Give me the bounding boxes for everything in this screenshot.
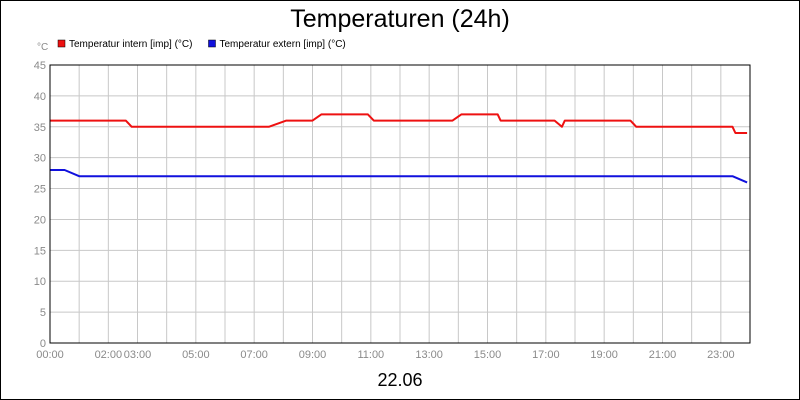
x-tick-label: 07:00 bbox=[240, 349, 268, 361]
y-tick-label: 45 bbox=[34, 60, 46, 72]
x-axis-ticks: 00:00 02:00 03:00 05:00 07:00 09:00 11:00 13:00… bbox=[36, 349, 734, 361]
x-tick-label: 11:00 bbox=[357, 349, 384, 361]
x-tick-label: 03:00 bbox=[124, 349, 152, 361]
date-label: 22.06 bbox=[377, 370, 422, 390]
y-tick-label: 10 bbox=[34, 276, 46, 288]
y-tick-label: 15 bbox=[34, 245, 46, 257]
x-tick-label: 00:00 bbox=[36, 349, 64, 361]
chart-title: Temperaturen (24h) bbox=[290, 5, 510, 33]
y-axis-unit: °C bbox=[37, 42, 48, 53]
x-tick-label: 09:00 bbox=[299, 349, 327, 361]
series-line bbox=[50, 169, 748, 184]
y-tick-label: 0 bbox=[40, 338, 46, 350]
y-axis-ticks: 0 5 10 15 20 25 30 35 40 45 bbox=[34, 60, 46, 350]
y-tick-label: 30 bbox=[34, 153, 46, 165]
legend-swatch bbox=[208, 39, 216, 48]
x-tick-label: 05:00 bbox=[182, 349, 210, 361]
x-tick-label: 21:00 bbox=[649, 349, 677, 361]
x-tick-label: 02:00 bbox=[95, 349, 123, 361]
y-tick-label: 35 bbox=[34, 122, 46, 134]
series-layer bbox=[50, 113, 748, 184]
chart-legend: Temperatur intern [imp] (°C) Temperatur e… bbox=[57, 39, 346, 50]
plot-border bbox=[49, 64, 751, 344]
legend-label: Temperatur intern [imp] (°C) bbox=[69, 39, 192, 50]
y-tick-label: 5 bbox=[40, 307, 46, 319]
x-tick-label: 15:00 bbox=[474, 349, 502, 361]
x-tick-label: 23:00 bbox=[707, 349, 735, 361]
legend-label: Temperatur extern [imp] (°C) bbox=[219, 39, 345, 50]
legend-swatch bbox=[57, 39, 66, 48]
grid-lines bbox=[49, 64, 751, 344]
x-tick-label: 17:00 bbox=[532, 349, 560, 361]
y-tick-label: 40 bbox=[34, 91, 46, 103]
series-line bbox=[50, 113, 748, 134]
x-tick-label: 19:00 bbox=[590, 349, 618, 361]
y-tick-label: 20 bbox=[34, 214, 46, 226]
y-tick-label: 25 bbox=[34, 184, 46, 196]
x-tick-label: 13:00 bbox=[415, 349, 443, 361]
